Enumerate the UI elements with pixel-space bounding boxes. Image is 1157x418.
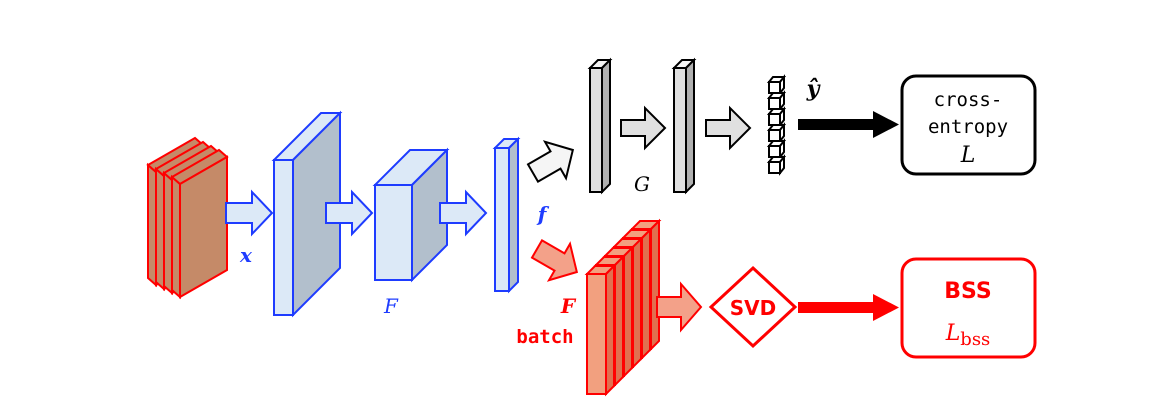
arrow-batch-to-svd — [656, 281, 703, 333]
label-batch: batch — [516, 326, 573, 348]
cross-entropy-line2: entropy — [928, 116, 1008, 138]
bss-symbol-main: L — [945, 321, 961, 346]
arrow-classifier-to-output — [705, 105, 752, 151]
arrow-input-to-conv1 — [225, 189, 274, 237]
output-cubes — [766, 74, 787, 176]
bss-symbol: Lbss — [945, 321, 991, 350]
arrow-classifier-internal — [620, 105, 667, 151]
arrow-feature-to-classifier — [526, 140, 575, 184]
feature-block-2 — [372, 147, 450, 283]
batch-feature-stack — [584, 218, 662, 397]
feature-block-1 — [271, 110, 343, 318]
label-G: G — [634, 172, 650, 196]
label-F-batch-symbol: F — [560, 294, 577, 318]
svd-label: SVD — [730, 296, 776, 320]
classifier-layer-2 — [671, 57, 697, 195]
classifier-layer-1 — [587, 57, 613, 195]
svd-diamond — [708, 265, 798, 349]
feature-vector-f — [492, 136, 521, 294]
arrow-feature-to-batch — [530, 238, 579, 282]
label-y-hat: ŷ — [806, 76, 822, 102]
arrow-svd-to-bss — [798, 294, 899, 321]
cross-entropy-line1: cross- — [934, 89, 1003, 111]
bss-title: BSS — [944, 279, 991, 304]
arrow-output-to-loss — [798, 111, 899, 138]
arrow-conv1-to-conv2 — [325, 189, 374, 237]
label-x: x — [239, 243, 253, 267]
label-F: F — [383, 294, 399, 318]
arrow-conv2-to-feature — [439, 189, 488, 237]
cross-entropy-box — [900, 74, 1037, 176]
label-f: f — [536, 202, 550, 226]
bss-symbol-subscript: bss — [960, 329, 990, 350]
input-image-stack — [146, 136, 229, 300]
bss-box — [900, 257, 1037, 359]
cross-entropy-symbol: L — [960, 143, 976, 168]
